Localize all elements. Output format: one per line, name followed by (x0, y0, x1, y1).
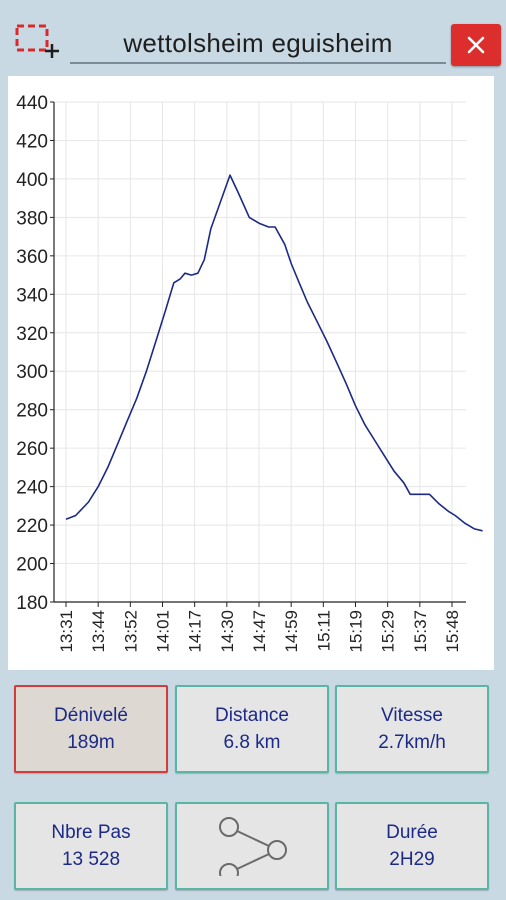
nbre-pas-value: 13 528 (61, 849, 121, 870)
elevation-chart: 180 200 220 240 260 280 300 320 340 360 380 400 420 4… (8, 76, 494, 670)
denivele-button[interactable]: Dénivelé 189m (14, 685, 168, 773)
x-tick-label: 15:11 (314, 610, 333, 651)
duree-value: 2H29 (389, 849, 435, 870)
y-tick-label: 400 (16, 170, 48, 191)
x-tick-label: 13:44 (89, 610, 108, 653)
selection-square-icon[interactable] (14, 22, 60, 60)
y-tick-label: 200 (16, 555, 48, 576)
y-tick-label: 280 (16, 401, 48, 422)
y-tick-label: 300 (16, 362, 48, 383)
y-tick-label: 220 (16, 516, 48, 537)
x-tick-label: 15:19 (347, 610, 366, 653)
elevation-chart-svg: 180 200 220 240 260 280 300 320 340 360 380 400 420 4… (16, 93, 483, 653)
x-tick-label: 14:47 (250, 610, 269, 653)
x-tick-label: 15:29 (379, 610, 398, 653)
nbre-pas-label: Nbre Pas (51, 822, 131, 843)
elevation-series-line (65, 174, 483, 532)
title-field[interactable]: wettolsheim eguisheim (70, 18, 446, 64)
close-icon (467, 36, 485, 54)
distance-value: 6.8 km (223, 732, 281, 753)
vitesse-button[interactable]: Vitesse 2.7km/h (335, 685, 489, 773)
x-tick-label: 14:30 (218, 610, 237, 653)
y-tick-label: 440 (16, 93, 48, 114)
y-tick-label: 320 (16, 324, 48, 345)
close-button[interactable] (451, 24, 501, 66)
duree-button[interactable]: Durée 2H29 (335, 802, 489, 890)
y-tick-label: 260 (16, 439, 48, 460)
x-tick-label: 15:37 (411, 610, 430, 653)
x-tick-label: 14:59 (282, 610, 301, 653)
x-tick-label: 14:01 (154, 610, 173, 653)
x-tick-label: 13:31 (57, 610, 76, 653)
page-title: wettolsheim eguisheim (123, 28, 393, 58)
denivele-label: Dénivelé (54, 705, 128, 726)
y-tick-label: 180 (16, 593, 48, 614)
denivele-value: 189m (67, 732, 115, 753)
x-tick-label: 13:52 (121, 610, 140, 653)
vitesse-label: Vitesse (381, 705, 443, 726)
nbre-pas-button[interactable]: Nbre Pas 13 528 (14, 802, 168, 890)
y-tick-label: 420 (16, 131, 48, 152)
y-tick-label: 380 (16, 208, 48, 229)
vitesse-value: 2.7km/h (378, 732, 446, 753)
share-button[interactable] (175, 802, 329, 890)
y-tick-label: 240 (16, 478, 48, 499)
y-tick-label: 360 (16, 247, 48, 268)
duree-label: Durée (386, 822, 438, 843)
distance-button[interactable]: Distance 6.8 km (175, 685, 329, 773)
distance-label: Distance (215, 705, 289, 726)
x-tick-label: 15:48 (443, 610, 462, 653)
top-bar: wettolsheim eguisheim (0, 0, 506, 74)
y-tick-label: 340 (16, 285, 48, 306)
x-tick-label: 14:17 (186, 610, 205, 653)
share-icon (219, 817, 287, 876)
